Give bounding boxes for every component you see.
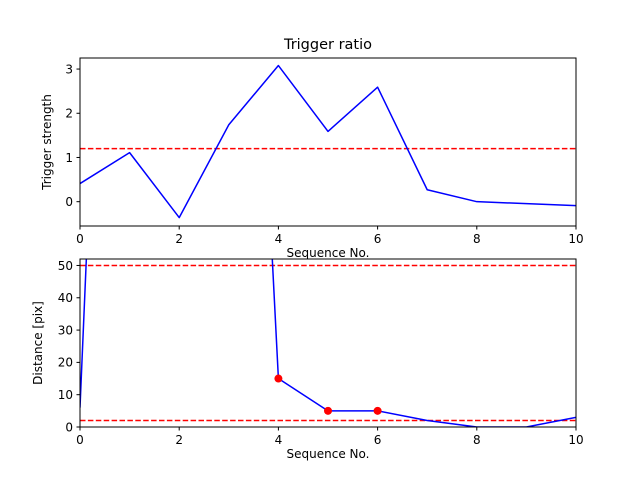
series-line-1: [80, 259, 576, 427]
axes-frame: [79, 57, 577, 227]
x-tick-label: 10: [568, 433, 583, 447]
y-tick-label: 0: [65, 195, 73, 209]
x-tick-label: 8: [473, 433, 481, 447]
x-tick-label: 4: [275, 433, 283, 447]
x-tick-label: 6: [374, 232, 382, 246]
y-tick-label: 30: [58, 323, 73, 337]
plot-area: [80, 64, 576, 219]
y-axis-label: Trigger strength: [40, 94, 54, 191]
axes-frame: [79, 258, 577, 428]
subplot-1: 0 2 4 6 8 10 0 1 2 3 Sequence No. Trigger strength T…: [40, 37, 584, 260]
x-tick-label: 8: [473, 232, 481, 246]
chart-title: Trigger ratio: [283, 37, 372, 53]
y-tick-label: 0: [65, 420, 73, 434]
y-tick-label: 20: [58, 356, 73, 370]
subplot-2: 0 2 4 6 8 10 0 10 20 30 40 50 Sequence No. Distance […: [31, 258, 584, 461]
data-point-marker-2: [324, 406, 332, 415]
x-axis-label: Sequence No.: [287, 447, 370, 461]
x-tick-label: 10: [568, 232, 583, 246]
y-tick-label: 40: [58, 291, 73, 305]
series-line-1: [80, 64, 576, 219]
data-point-marker-1: [274, 374, 283, 383]
y-axis-label: Distance [pix]: [31, 301, 45, 385]
x-tick-label: 0: [76, 433, 84, 447]
y-tick-label: 1: [65, 151, 73, 165]
x-tick-label: 4: [275, 232, 283, 246]
x-tick-label: 2: [175, 232, 183, 246]
x-tick-label: 6: [374, 433, 382, 447]
y-tick-label: 3: [65, 62, 73, 76]
x-tick-label: 0: [76, 232, 84, 246]
y-tick-label: 2: [65, 107, 73, 121]
plot-area: [80, 259, 576, 427]
x-tick-label: 2: [175, 433, 183, 447]
y-tick-label: 10: [58, 388, 73, 402]
data-point-marker-3: [373, 406, 382, 415]
y-tick-label: 50: [58, 259, 73, 273]
x-axis-label: Sequence No.: [287, 246, 370, 260]
